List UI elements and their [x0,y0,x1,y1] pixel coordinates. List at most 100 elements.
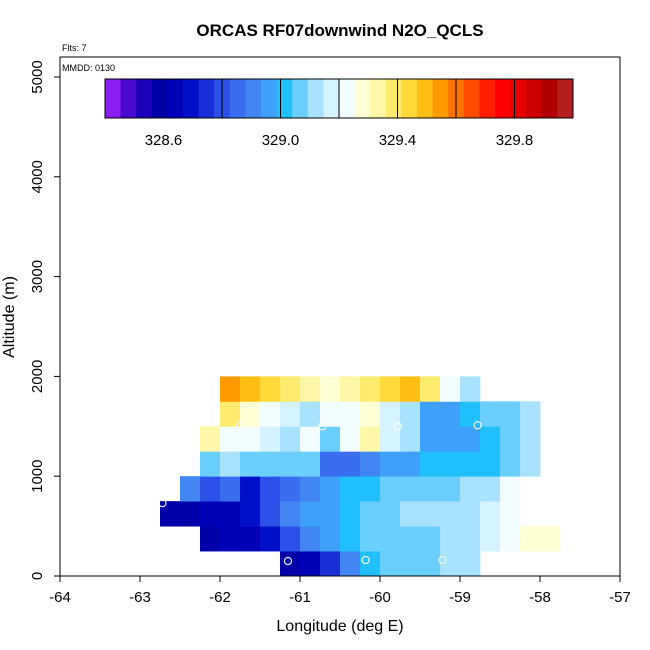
heatmap-cell [220,426,241,452]
heatmap-cell [320,376,341,402]
heatmap-cell [440,476,461,502]
heatmap-cell [480,526,501,552]
heatmap-cell [240,526,261,552]
heatmap-cell [400,476,421,502]
x-tick-label: -62 [209,589,231,606]
heatmap-cell [460,551,481,577]
heatmap-cell [240,476,261,502]
heatmap-cell [540,526,561,552]
heatmap-cell [340,551,361,577]
flight-marker [438,555,447,565]
y-tick-label: 4000 [29,160,46,193]
heatmap-cell [480,426,501,452]
heatmap-cell [300,526,321,552]
flight-marker [473,421,482,430]
heatmap-cell [200,526,221,552]
heatmap-cell [420,551,441,577]
heatmap-cell [400,526,421,552]
heatmap-cell [180,501,201,527]
x-tick-label: -59 [449,589,471,606]
heatmap-cell [500,476,521,502]
colorbar-swatch [370,79,387,118]
colorbar-swatch [417,79,433,118]
flight-marker [283,556,293,566]
heatmap-cell [260,426,281,452]
flight-marker [158,498,167,508]
heatmap-cell [440,376,461,402]
heatmap-cell [340,501,361,527]
heatmap-cell [400,501,421,527]
x-tick-label: -57 [609,589,631,606]
heatmap-cell [420,426,441,452]
heatmap-cell [420,451,441,477]
heatmap-cell [220,526,241,552]
colorbar-swatch [479,79,496,118]
flight-marker [235,421,245,430]
colorbar-swatch [339,79,355,118]
colorbar-swatch [432,79,449,118]
heatmap-cell [300,551,321,577]
heatmap-cell [260,401,281,427]
heatmap-cell [460,501,481,527]
heatmap-cell [280,526,301,552]
heatmap-cell [520,401,541,427]
heatmap-cell [240,451,261,477]
y-tick-label: 1000 [29,460,46,493]
colorbar-swatch [510,79,527,118]
plot-frame [59,56,621,577]
heatmap-cell [400,451,421,477]
colorbar-swatch [354,79,371,118]
marker-group [158,421,519,566]
colorbar-tick-label: 328.6 [145,132,183,149]
heatmap-cell [460,451,481,477]
heatmap-cell [280,376,301,402]
heatmap-cell [300,501,321,527]
heatmap-cell [380,451,401,477]
x-axis-label: Longitude (deg E) [276,618,403,635]
heatmap-cell [260,501,281,527]
heatmap-cell [280,501,301,527]
heatmap-cell [460,476,481,502]
colorbar-swatch [557,79,574,118]
colorbar: 328.6 329.0 329.4 329.8 [104,78,574,149]
heatmap-cell [420,476,441,502]
heatmap-cell [280,451,301,477]
heatmap-cell [280,426,301,452]
heatmap-cell [260,451,281,477]
heatmap-cell [380,501,401,527]
heatmap-cell [380,426,401,452]
colorbar-swatch [229,79,246,118]
heatmap-cell [200,426,221,452]
heatmap-cell [240,401,261,427]
heatmap-cell [440,451,461,477]
heatmap-cell [500,526,521,552]
heatmap-cell [360,401,381,427]
y-tick-label: 0 [29,572,46,580]
heatmap-cell [360,476,381,502]
heatmap-cell [460,426,481,452]
x-tick-label: -61 [289,589,311,606]
flight-marker [318,422,327,431]
x-tick-label: -60 [369,589,391,606]
heatmap-cell [320,426,341,452]
heatmap-cell [520,526,541,552]
heatmap-cell [300,476,321,502]
heatmap-cell [420,376,441,402]
heatmap-cell [280,401,301,427]
y-tick-label: 2000 [29,360,46,393]
colorbar-swatch [120,79,137,118]
heatmap-cell [480,451,501,477]
heatmap-cell [280,476,301,502]
heatmap-cell [220,451,241,477]
flight-marker [361,555,370,565]
colorbar-swatch [151,79,168,118]
heatmap-cell [340,426,361,452]
x-tick-label: -64 [49,589,71,606]
heatmap-cell [200,501,221,527]
colorbar-swatch [463,79,480,118]
heatmap-cell [320,501,341,527]
flight-marker [510,541,519,551]
heatmap-cell [220,376,241,402]
y-tick-label: 5000 [29,60,46,93]
